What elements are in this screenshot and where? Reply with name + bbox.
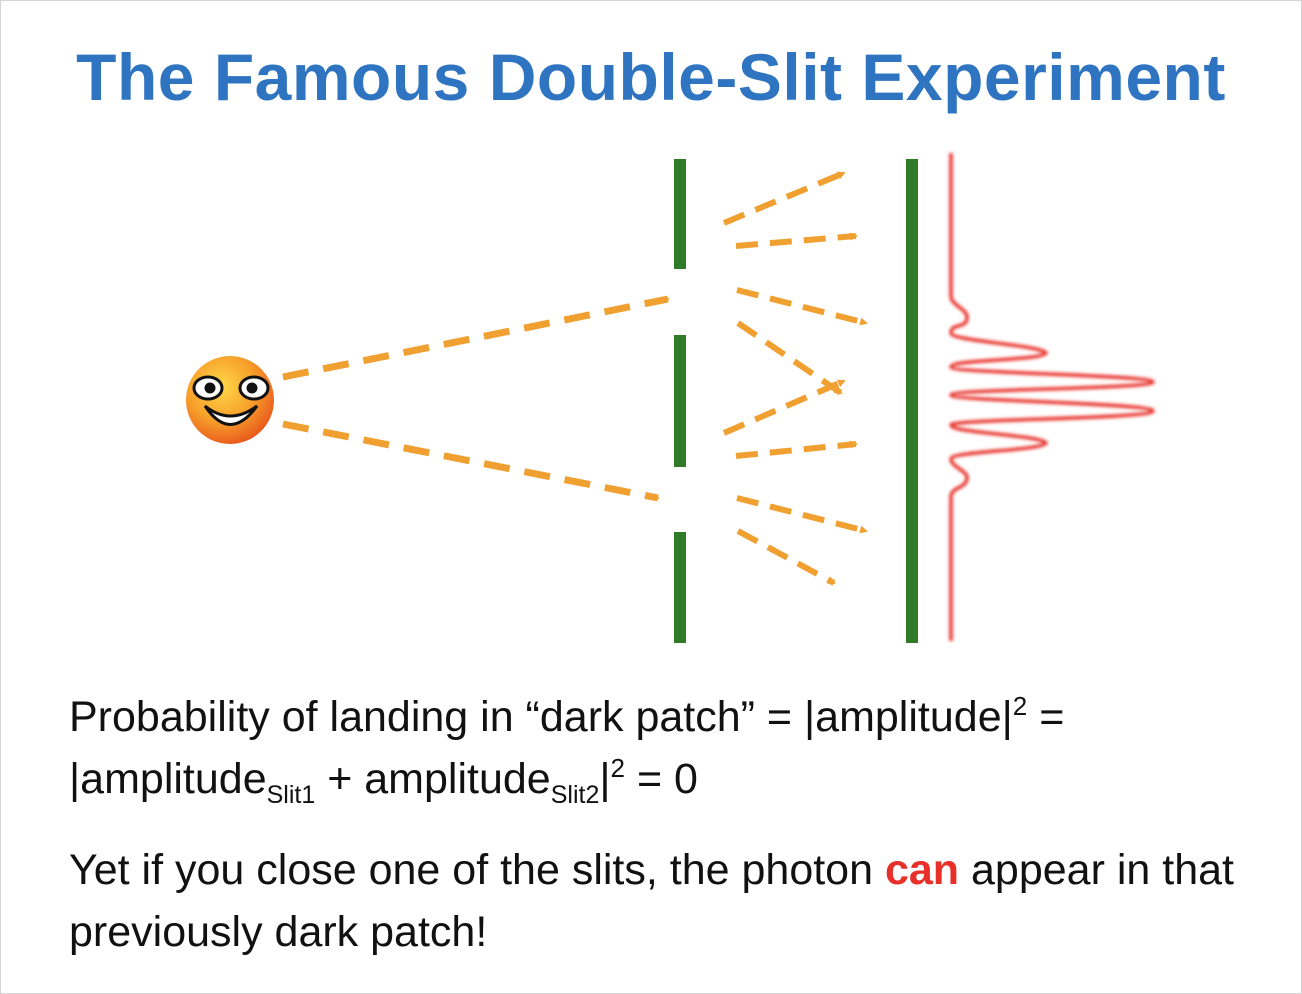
subscript-slit2: Slit2 [550,781,600,809]
subscript-slit1: Slit1 [266,781,316,809]
equation-text: Probability of landing in “dark patch” =… [69,693,1013,741]
close-slit-note: Yet if you close one of the slits, the p… [69,839,1269,963]
arrow-out [722,170,846,226]
equation-text: = 0 [625,755,698,803]
superscript: 2 [1012,691,1028,721]
equation-text: |amplitude [69,755,267,803]
note-text: appear in that previously dark patch! [69,846,1234,956]
outgoing-arrows [722,170,868,586]
emphasis-can: can [884,846,960,894]
arrow-out [722,378,846,436]
equation-text: = [1027,693,1065,741]
incoming-arrows [282,295,670,502]
detection-screen [906,159,918,643]
arrow-out [736,320,843,396]
slide-title: The Famous Double-Slit Experiment [76,40,1226,114]
superscript: 2 [610,753,625,783]
arrow-out [736,287,868,326]
equation-text: + amplitude [315,755,551,803]
note-text: Yet if you close one of the slits, the p… [69,846,885,894]
probability-equation: Probability of landing in “dark patch” =… [69,686,1269,810]
arrow-out [735,440,858,459]
arrow-out [735,232,858,249]
double-slit-diagram [186,153,1155,643]
arrow-to-slit1 [282,295,670,381]
equation-text: | [599,755,611,803]
smiley-face-icon [186,356,274,444]
slit-barrier [674,159,686,643]
arrow-out [736,528,836,586]
arrow-out [736,495,868,534]
interference-pattern [949,153,1155,641]
arrow-to-slit2 [282,420,660,502]
